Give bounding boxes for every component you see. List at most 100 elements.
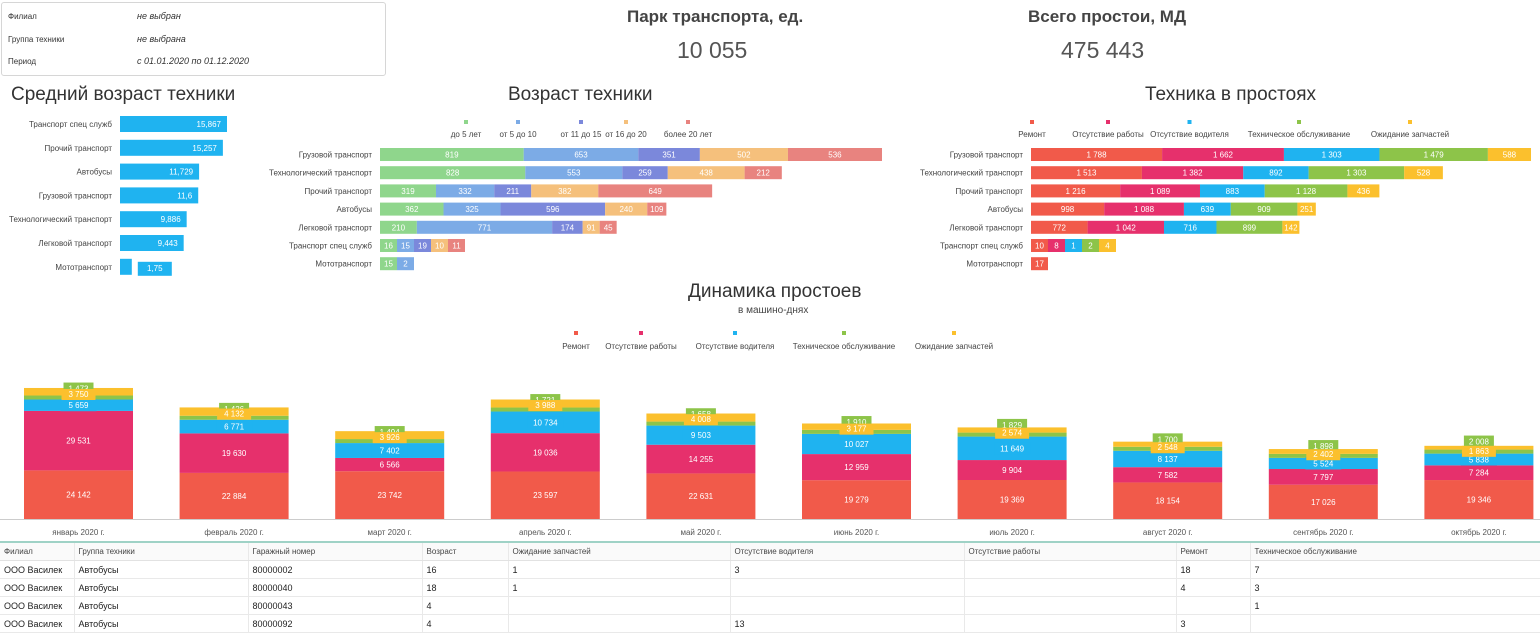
data-label: 998 [1061,205,1075,214]
col-header-group[interactable]: Группа техники [74,543,249,561]
col-header-branch[interactable]: Филиал [0,543,75,561]
data-label: 819 [445,151,459,160]
legend-swatch [1408,120,1412,124]
bar-segment [1031,220,1088,234]
bar-segment [1282,220,1300,234]
table-cell [508,596,731,615]
data-label: 9,443 [158,239,179,248]
legend-label: Техническое обслуживание [793,342,896,351]
bar-segment [380,166,526,180]
data-label: 771 [478,223,492,232]
data-label: 19 346 [1467,496,1492,505]
table-row[interactable]: ООО Василек Автобусы 80000092 4 13 3 [0,614,1540,633]
data-label: 1 303 [1322,151,1343,160]
data-label: 9 503 [691,431,712,440]
bar-segment [787,148,882,161]
table-row[interactable]: ООО Василек Автобусы 80000002 16 1 3 18 … [0,560,1540,579]
data-label: 5 838 [1469,455,1490,464]
bar-segment [1048,239,1065,252]
bar-segment [448,239,465,252]
filter-label-group: Группа техники [8,35,65,44]
data-label: 16 [384,242,393,251]
category-label: март 2020 г. [368,528,412,537]
legend-label: Ремонт [562,342,590,351]
category-label: Грузовой транспорт [39,191,113,200]
legend-swatch [579,120,583,124]
data-label: 11 [452,242,461,251]
col-header-age[interactable]: Возраст [422,543,509,561]
table-cell: 16 [422,560,509,579]
table-cell: 1 [508,560,731,579]
data-label: 19 [418,242,427,251]
filter-value-group[interactable]: не выбрана [137,34,186,44]
col-header-no-driver[interactable]: Отсутствие водителя [730,543,965,561]
table-row[interactable]: ООО Василек Автобусы 80000043 4 1 [0,596,1540,615]
col-header-parts-wait[interactable]: Ожидание запчастей [508,543,731,561]
table-cell [964,560,1177,579]
table-cell [1250,614,1540,633]
data-label: 12 959 [844,463,869,472]
bar-segment [1404,166,1443,180]
kpi-park-title: Парк транспорта, ед. [627,7,804,26]
data-label: 649 [649,187,663,196]
bar-segment [24,410,133,471]
data-label-bg [528,400,563,412]
bar-segment [380,202,444,216]
legend-swatch [574,331,578,335]
col-header-no-work[interactable]: Отсутствие работы [964,543,1177,561]
data-label: 22 631 [689,492,714,501]
col-header-maintenance[interactable]: Техническое обслуживание [1250,543,1540,561]
bar-segment [1113,482,1223,519]
data-label-bg [371,444,408,457]
data-label: 10 027 [844,440,869,449]
category-label: июнь 2020 г. [834,528,879,537]
data-label: 1 088 [1134,205,1155,214]
category-label: Прочий транспорт [45,144,113,153]
data-label-bg [217,408,252,420]
chart-dynamics-title: Динамика простоев [688,281,862,302]
data-label: 91 [587,223,596,232]
data-label: 15 [401,242,410,251]
bar-segment [1162,148,1284,161]
downtime-table: Филиал Группа техники Гаражный номер Воз… [0,543,1540,633]
data-label: 1 788 [1087,151,1108,160]
filter-label-branch: Филиал [8,12,37,21]
col-header-garage-number[interactable]: Гаражный номер [248,543,423,561]
data-label: 332 [458,187,472,196]
bar-segment [1230,202,1298,216]
table-cell: ООО Василек [0,614,75,633]
col-header-repair[interactable]: Ремонт [1176,543,1251,561]
bar [120,116,227,132]
legend-swatch [639,331,643,335]
data-label: 17 [1035,260,1044,269]
category-label: Автобусы [988,205,1024,214]
data-label: 382 [558,187,572,196]
category-label: Технологический транспорт [920,169,1023,178]
legend-swatch [1106,120,1110,124]
legend-label: от 11 до 15 [561,130,602,139]
data-label: 8 137 [1158,455,1179,464]
category-label: Автобусы [77,168,113,177]
data-label: 109 [650,205,664,214]
legend-swatch [1187,120,1192,124]
data-label: 772 [1053,223,1067,232]
bar-segment [582,220,600,234]
bar-segment [1379,148,1488,161]
legend-label: от 16 до 20 [605,130,647,139]
category-label: июль 2020 г. [989,528,1035,537]
bar-segment [1199,184,1265,198]
data-label: 240 [619,205,633,214]
table-row[interactable]: ООО Василек Автобусы 80000040 18 1 4 3 [0,578,1540,597]
bar-segment [523,148,639,161]
data-label: 502 [737,151,751,160]
bar-segment [1113,467,1223,483]
legend-label: Ремонт [1018,130,1046,139]
bar [120,235,184,251]
category-label: Легковой транспорт [298,223,372,232]
filter-value-branch[interactable]: не выбран [137,11,181,21]
table-cell: 4 [422,596,509,615]
category-label: февраль 2020 г. [204,528,263,537]
data-label: 1 863 [1469,447,1490,456]
filter-value-period[interactable]: с 01.01.2020 по 01.12.2020 [137,56,250,66]
data-label: 7 797 [1313,473,1334,482]
